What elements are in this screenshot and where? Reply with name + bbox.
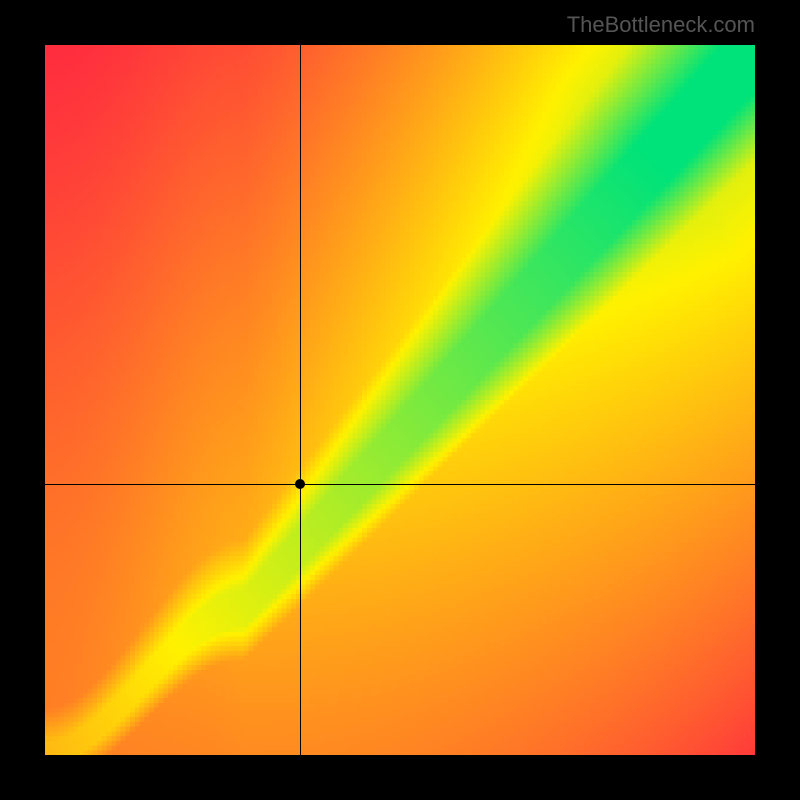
crosshair-canvas: [45, 45, 755, 755]
bottleneck-heatmap: [45, 45, 755, 755]
chart-frame: TheBottleneck.com: [0, 0, 800, 800]
watermark-text: TheBottleneck.com: [567, 12, 755, 38]
